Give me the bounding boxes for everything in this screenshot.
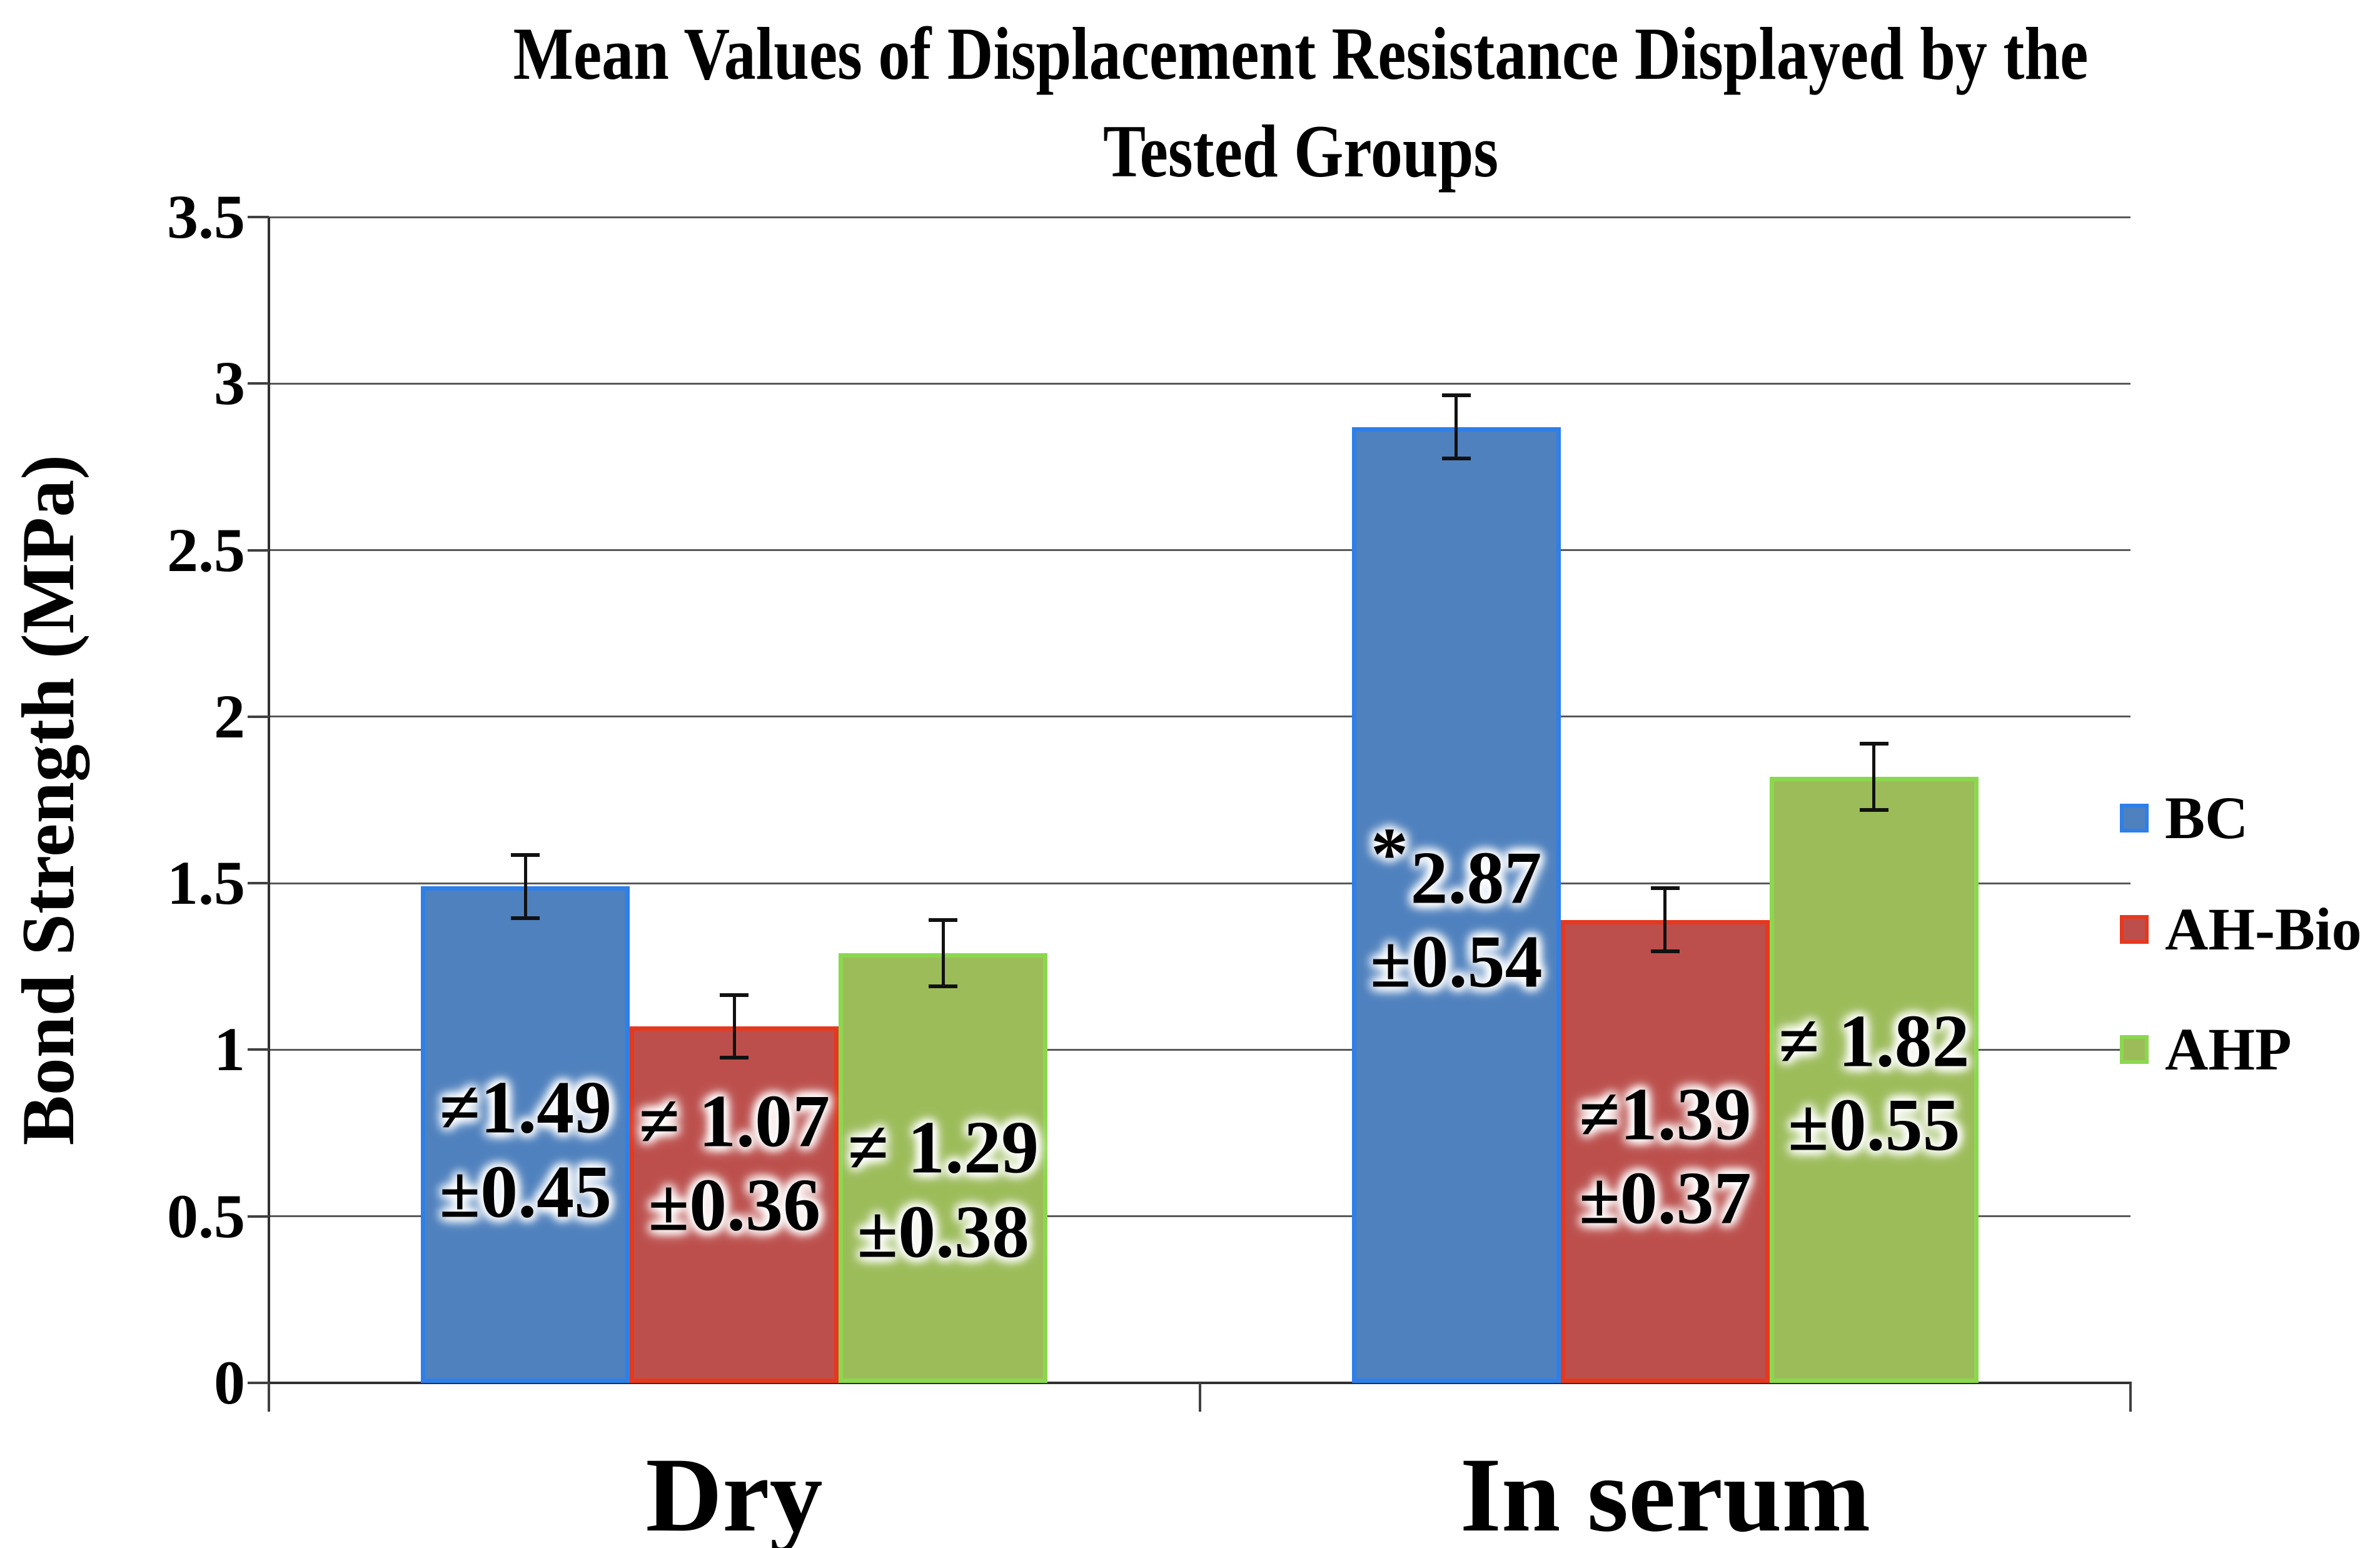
gridline-1 <box>269 1048 2130 1051</box>
y-axis-tick-1.5 <box>248 882 269 885</box>
bar-label-ah-bio-in-serum: ≠1.39 ±0.37 <box>1503 1072 1828 1240</box>
error-bar-cap-bottom <box>1859 807 1888 812</box>
y-tick-label-2: 2 <box>214 681 245 751</box>
error-bar-line <box>1663 886 1667 953</box>
error-bar-cap-top <box>1859 741 1888 746</box>
y-tick-label-0.5: 0.5 <box>167 1181 245 1251</box>
error-bar-cap-top <box>929 918 958 923</box>
y-axis-tick-3.5 <box>248 216 269 218</box>
y-axis-tick-2.5 <box>248 549 269 552</box>
y-axis-tick-0 <box>248 1382 269 1384</box>
bar-ah-bio-in-serum <box>1560 919 1770 1383</box>
error-bar-cap-top <box>511 853 540 857</box>
error-bar-ahp-in-serum <box>1859 741 1888 812</box>
legend-swatch-ah-bio-icon <box>2120 915 2149 944</box>
legend-label-bc: BC <box>2165 784 2249 851</box>
y-tick-label-1.5: 1.5 <box>167 848 245 918</box>
gridline-0.5 <box>269 1215 2130 1218</box>
y-tick-label-3.5: 3.5 <box>167 182 245 251</box>
gridline-3.5 <box>269 216 2130 218</box>
legend-swatch-ahp-icon <box>2120 1035 2149 1064</box>
bar-label-line-1: ≠ 1.29 <box>847 1105 1039 1189</box>
x-axis-tick-0 <box>268 1383 270 1412</box>
bar-label-line-1: ≠1.49 <box>439 1065 612 1149</box>
bar-ahp-dry <box>839 953 1048 1383</box>
error-bar-ahp-dry <box>929 918 958 988</box>
category-label-in-serum: In serum <box>1460 1436 1871 1548</box>
bar-label-line-1: ≠1.39 <box>1578 1072 1752 1156</box>
bar-label-bc-dry: ≠1.49 ±0.45 <box>363 1066 688 1234</box>
error-bar-bc-dry <box>511 853 540 920</box>
bar-label-line-1: ≠ 1.82 <box>1778 999 1970 1083</box>
chart-title-line-1: Mean Values of Displacement Resistance D… <box>513 12 2089 95</box>
bar-label-line-2: ±0.54 <box>1369 919 1543 1003</box>
legend-label-ah-bio: AH-Bio <box>2165 896 2362 963</box>
chart-title: Mean Values of Displacement Resistance D… <box>397 5 2204 200</box>
plot-area: ≠1.49 ±0.45 ≠ 1.07 ±0.36 ≠ 1.29 ±0.38 *2.87 ±0.… <box>248 216 2132 1412</box>
bar-label-ahp-dry: ≠ 1.29 ±0.38 <box>780 1106 1106 1274</box>
error-bar-line <box>941 918 945 988</box>
error-bar-bc-in-serum <box>1441 393 1471 460</box>
bar-label-line-2: ±0.36 <box>648 1163 821 1247</box>
bar-label-line-1: ≠ 1.07 <box>638 1079 830 1163</box>
category-label-dry: Dry <box>645 1436 823 1548</box>
significance-star: * <box>1370 811 1408 895</box>
error-bar-line <box>1872 741 1876 812</box>
error-bar-cap-bottom <box>720 1056 749 1060</box>
error-bar-line <box>523 853 527 920</box>
x-axis-tick-1 <box>1198 1383 1201 1412</box>
bar-label-line-2: ±0.45 <box>439 1150 612 1233</box>
bar-label-line-2: ±0.55 <box>1787 1083 1960 1166</box>
gridline-3 <box>269 382 2130 385</box>
error-bar-cap-top <box>1441 393 1471 398</box>
error-bar-cap-bottom <box>511 916 540 920</box>
error-bar-cap-top <box>720 993 749 997</box>
bar-label-line-1: *2.87 <box>1370 811 1542 919</box>
error-bar-line <box>732 993 736 1060</box>
error-bar-cap-bottom <box>1650 949 1680 953</box>
y-axis-line <box>268 217 270 1412</box>
error-bar-ah-bio-in-serum <box>1650 886 1680 953</box>
bar-label-line-2: ±0.38 <box>857 1190 1030 1273</box>
legend-item-ahp: AHP <box>2120 1012 2292 1087</box>
x-axis-tick-2 <box>2129 1383 2132 1412</box>
error-bar-ah-bio-dry <box>720 993 749 1060</box>
y-tick-label-0: 0 <box>214 1348 245 1417</box>
error-bar-cap-bottom <box>929 984 958 988</box>
y-tick-label-2.5: 2.5 <box>167 515 245 585</box>
chart-title-line-2: Tested Groups <box>1102 109 1499 193</box>
bar-bc-dry <box>421 886 630 1383</box>
legend-item-ah-bio: AH-Bio <box>2120 892 2362 967</box>
legend-label-ahp: AHP <box>2165 1016 2292 1083</box>
error-bar-cap-bottom <box>1441 456 1471 460</box>
bar-label-line-2: ±0.37 <box>1578 1156 1752 1240</box>
bar-label-bc-in-serum: *2.87 ±0.54 <box>1294 811 1619 1004</box>
y-tick-label-1: 1 <box>214 1014 245 1085</box>
bar-ah-bio-dry <box>630 1026 839 1383</box>
bar-ahp-in-serum <box>1769 776 1979 1383</box>
gridline-2.5 <box>269 549 2130 552</box>
legend-item-bc: BC <box>2120 781 2248 856</box>
error-bar-line <box>1455 393 1458 460</box>
y-axis-tick-2 <box>248 715 269 718</box>
legend-swatch-bc-icon <box>2120 804 2149 832</box>
y-tick-label-3: 3 <box>214 348 245 418</box>
gridline-1.5 <box>269 882 2130 884</box>
bar-bc-in-serum <box>1351 427 1561 1383</box>
y-axis-tick-1 <box>248 1048 269 1051</box>
gridline-2 <box>269 716 2130 718</box>
bar-label-ah-bio-dry: ≠ 1.07 ±0.36 <box>572 1079 897 1247</box>
y-axis-tick-3 <box>248 382 269 385</box>
error-bar-cap-top <box>1650 886 1680 891</box>
y-axis-tick-0.5 <box>248 1215 269 1218</box>
bar-label-ahp-in-serum: ≠ 1.82 ±0.55 <box>1712 999 2037 1167</box>
